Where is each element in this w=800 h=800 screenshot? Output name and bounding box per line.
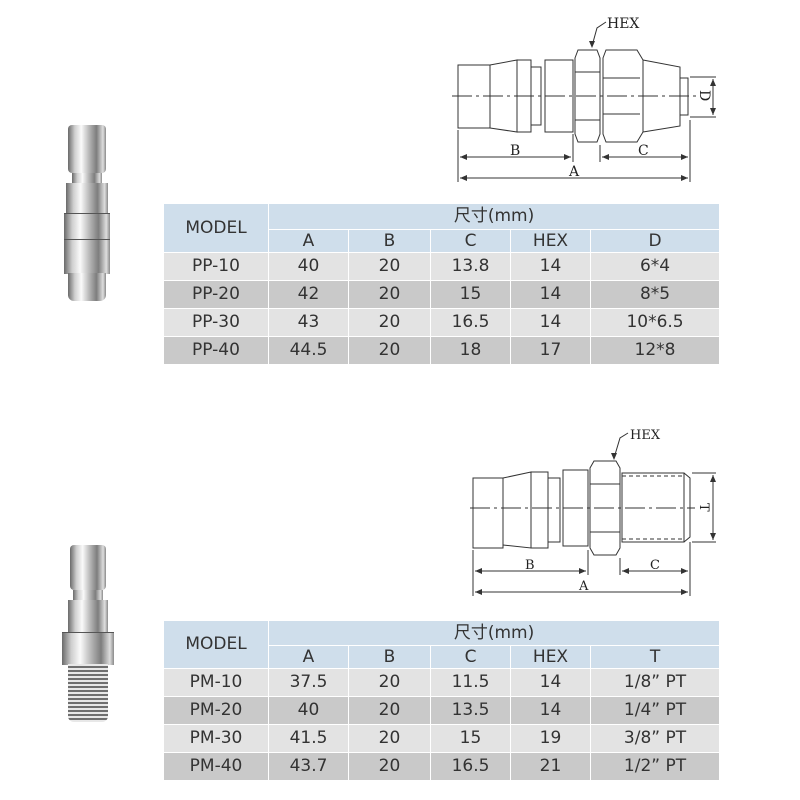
- cell: 14: [510, 280, 591, 309]
- cell: PM-40: [163, 752, 269, 781]
- col-header-t: T: [589, 645, 721, 669]
- cell: 20: [348, 252, 431, 281]
- cell: 16.5: [430, 308, 511, 337]
- col-header-hex: HEX: [510, 229, 591, 253]
- cell: 43: [268, 308, 349, 337]
- cell: 15: [430, 280, 511, 309]
- cell: 16.5: [430, 752, 511, 781]
- cell: 20: [348, 668, 431, 697]
- cell: 13.8: [430, 252, 511, 281]
- cell: 14: [510, 696, 591, 725]
- col-header-hex: HEX: [510, 645, 591, 669]
- dimension-group-header: 尺寸(mm): [267, 620, 721, 646]
- pp-dimension-diagram: HEX B C A D: [452, 16, 716, 182]
- cell: 15: [430, 724, 511, 753]
- cell: 6*4: [589, 252, 721, 281]
- model-header: MODEL: [163, 203, 269, 253]
- cell: 1/8” PT: [589, 668, 721, 697]
- cell: 20: [348, 724, 431, 753]
- cell: PM-20: [163, 696, 269, 725]
- cell: 14: [510, 308, 591, 337]
- model-header: MODEL: [163, 620, 269, 669]
- pp-hex-label: HEX: [607, 16, 639, 32]
- cell: 14: [510, 668, 591, 697]
- cell: 14: [510, 252, 591, 281]
- table-row: PM-40 43.7 20 16.5 21 1/2” PT: [163, 752, 721, 781]
- cell: 20: [348, 696, 431, 725]
- cell: 8*5: [589, 280, 721, 309]
- col-header-c: C: [430, 229, 511, 253]
- col-header-c: C: [430, 645, 511, 669]
- pp-dim-c: C: [638, 143, 649, 159]
- table-row: PM-20 40 20 13.5 14 1/4” PT: [163, 696, 721, 725]
- cell: 20: [348, 280, 431, 309]
- cell: 11.5: [430, 668, 511, 697]
- cell: PP-10: [163, 252, 269, 281]
- pm-spec-table: MODEL 尺寸(mm) A B C HEX T PM-10 37.5 20 11.5…: [163, 620, 721, 781]
- col-header-a: A: [268, 229, 349, 253]
- cell: 18: [430, 336, 511, 365]
- cell: PM-10: [163, 668, 269, 697]
- cell: 37.5: [268, 668, 349, 697]
- cell: 40: [268, 696, 349, 725]
- cell: 20: [348, 752, 431, 781]
- col-header-b: B: [348, 645, 431, 669]
- cell: 20: [348, 308, 431, 337]
- pp-dim-a: A: [568, 164, 580, 180]
- pm-dim-b: B: [525, 558, 535, 573]
- table-row: PP-30 43 20 16.5 14 10*6.5: [163, 308, 721, 337]
- pp-dim-d: D: [696, 90, 712, 101]
- cell: 13.5: [430, 696, 511, 725]
- pm-dim-a: A: [578, 579, 589, 594]
- cell: 1/4” PT: [589, 696, 721, 725]
- cell: PP-30: [163, 308, 269, 337]
- pm-hex-label: HEX: [630, 428, 661, 443]
- cell: 44.5: [268, 336, 349, 365]
- cell: 1/2” PT: [589, 752, 721, 781]
- table-row: PM-30 41.5 20 15 19 3/8” PT: [163, 724, 721, 753]
- cell: 42: [268, 280, 349, 309]
- cell: 43.7: [268, 752, 349, 781]
- pm-fitting-photo: [60, 545, 116, 727]
- cell: PM-30: [163, 724, 269, 753]
- cell: 40: [268, 252, 349, 281]
- col-header-d: D: [589, 229, 721, 253]
- cell: 12*8: [589, 336, 721, 365]
- table-row: PP-20 42 20 15 14 8*5: [163, 280, 721, 309]
- cell: 19: [510, 724, 591, 753]
- pm-dim-t: T: [696, 503, 711, 512]
- cell: 3/8” PT: [589, 724, 721, 753]
- cell: 41.5: [268, 724, 349, 753]
- pp-spec-table: MODEL 尺寸(mm) A B C HEX D PP-10 40 20 13.8 14…: [163, 203, 721, 365]
- table-row: PM-10 37.5 20 11.5 14 1/8” PT: [163, 668, 721, 697]
- cell: 21: [510, 752, 591, 781]
- dimension-group-header: 尺寸(mm): [267, 203, 721, 230]
- cell: PP-40: [163, 336, 269, 365]
- table-row: PP-40 44.5 20 18 17 12*8: [163, 336, 721, 365]
- col-header-b: B: [348, 229, 431, 253]
- pm-dimension-diagram: HEX B C A T: [470, 428, 716, 596]
- cell: 20: [348, 336, 431, 365]
- col-header-a: A: [268, 645, 349, 669]
- cell: 10*6.5: [589, 308, 721, 337]
- table-row: PP-10 40 20 13.8 14 6*4: [163, 252, 721, 281]
- cell: PP-20: [163, 280, 269, 309]
- cell: 17: [510, 336, 591, 365]
- pp-fitting-photo: [62, 125, 112, 305]
- pm-dim-c: C: [650, 558, 660, 573]
- pp-dim-b: B: [510, 143, 520, 159]
